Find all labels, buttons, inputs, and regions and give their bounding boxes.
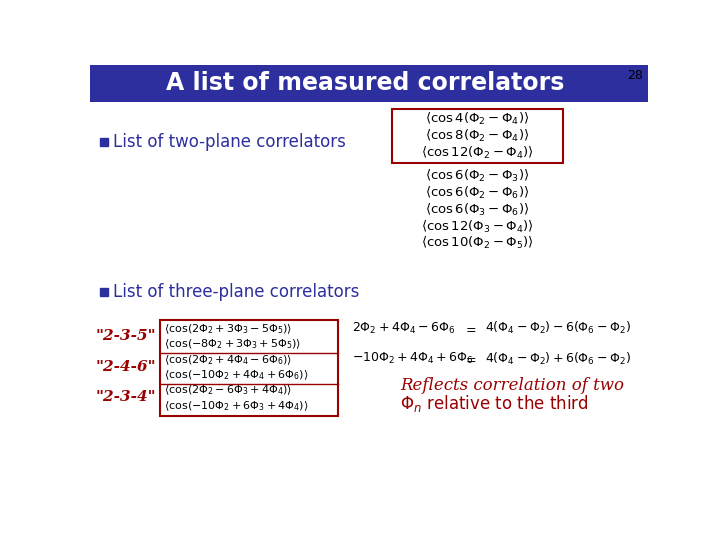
Text: Reflects correlation of two: Reflects correlation of two bbox=[400, 376, 624, 394]
Text: $\langle\cos(-10\Phi_2 + 6\Phi_3 + 4\Phi_4)\rangle$: $\langle\cos(-10\Phi_2 + 6\Phi_3 + 4\Phi… bbox=[163, 399, 308, 413]
Text: "2-3-5": "2-3-5" bbox=[96, 329, 157, 343]
Text: $\langle\cos 6(\Phi_3 - \Phi_6)\rangle$: $\langle\cos 6(\Phi_3 - \Phi_6)\rangle$ bbox=[426, 201, 530, 218]
Text: $-10\Phi_2 + 4\Phi_4 + 6\Phi_6$: $-10\Phi_2 + 4\Phi_4 + 6\Phi_6$ bbox=[352, 352, 474, 367]
Text: $\langle\cos 6(\Phi_2 - \Phi_6)\rangle$: $\langle\cos 6(\Phi_2 - \Phi_6)\rangle$ bbox=[426, 185, 530, 201]
Text: $\langle\cos(2\Phi_2 + 3\Phi_3 - 5\Phi_5)\rangle$: $\langle\cos(2\Phi_2 + 3\Phi_3 - 5\Phi_5… bbox=[163, 322, 292, 336]
Text: List of three-plane correlators: List of three-plane correlators bbox=[113, 283, 359, 301]
Text: A list of measured correlators: A list of measured correlators bbox=[166, 71, 564, 95]
Text: $\langle\cos(2\Phi_2 + 4\Phi_4 - 6\Phi_6)\rangle$: $\langle\cos(2\Phi_2 + 4\Phi_4 - 6\Phi_6… bbox=[163, 353, 292, 367]
Text: $\langle\cos 6(\Phi_2 - \Phi_3)\rangle$: $\langle\cos 6(\Phi_2 - \Phi_3)\rangle$ bbox=[426, 167, 530, 184]
Text: 28: 28 bbox=[626, 69, 642, 82]
Text: $\Phi_n \text{ relative to the third}$: $\Phi_n \text{ relative to the third}$ bbox=[400, 393, 589, 414]
Text: $\langle\cos(-10\Phi_2 + 4\Phi_4 + 6\Phi_6)\rangle$: $\langle\cos(-10\Phi_2 + 4\Phi_4 + 6\Phi… bbox=[163, 368, 308, 382]
Text: $\langle\cos 10(\Phi_2 - \Phi_5)\rangle$: $\langle\cos 10(\Phi_2 - \Phi_5)\rangle$ bbox=[421, 235, 534, 252]
Text: $2\Phi_2 + 4\Phi_4 - 6\Phi_6$: $2\Phi_2 + 4\Phi_4 - 6\Phi_6$ bbox=[352, 321, 455, 336]
Bar bbox=[160, 320, 338, 416]
Text: $4(\Phi_4 - \Phi_2) - 6(\Phi_6 - \Phi_2)$: $4(\Phi_4 - \Phi_2) - 6(\Phi_6 - \Phi_2)… bbox=[485, 320, 631, 336]
Text: "2-4-6": "2-4-6" bbox=[96, 360, 157, 374]
Text: List of two-plane correlators: List of two-plane correlators bbox=[113, 133, 346, 151]
Text: $\langle\cos 8(\Phi_2 - \Phi_4)\rangle$: $\langle\cos 8(\Phi_2 - \Phi_4)\rangle$ bbox=[426, 127, 530, 144]
Text: $=$: $=$ bbox=[463, 322, 477, 335]
Bar bbox=[90, 65, 648, 102]
Text: $=$: $=$ bbox=[463, 353, 477, 366]
Text: $\langle\cos 12(\Phi_3 - \Phi_4)\rangle$: $\langle\cos 12(\Phi_3 - \Phi_4)\rangle$ bbox=[421, 219, 534, 234]
Text: $\langle\cos(-8\Phi_2 + 3\Phi_3 + 5\Phi_5)\rangle$: $\langle\cos(-8\Phi_2 + 3\Phi_3 + 5\Phi_… bbox=[163, 338, 301, 351]
Text: $\langle\cos 12(\Phi_2 - \Phi_4)\rangle$: $\langle\cos 12(\Phi_2 - \Phi_4)\rangle$ bbox=[421, 145, 534, 160]
Text: $\langle\cos(2\Phi_2 - 6\Phi_3 + 4\Phi_4)\rangle$: $\langle\cos(2\Phi_2 - 6\Phi_3 + 4\Phi_4… bbox=[163, 384, 292, 397]
Text: $\langle\cos 4(\Phi_2 - \Phi_4)\rangle$: $\langle\cos 4(\Phi_2 - \Phi_4)\rangle$ bbox=[426, 111, 530, 127]
Bar bbox=[392, 110, 563, 164]
Text: $4(\Phi_4 - \Phi_2) + 6(\Phi_6 - \Phi_2)$: $4(\Phi_4 - \Phi_2) + 6(\Phi_6 - \Phi_2)… bbox=[485, 351, 631, 367]
Text: "2-3-4": "2-3-4" bbox=[96, 390, 157, 404]
